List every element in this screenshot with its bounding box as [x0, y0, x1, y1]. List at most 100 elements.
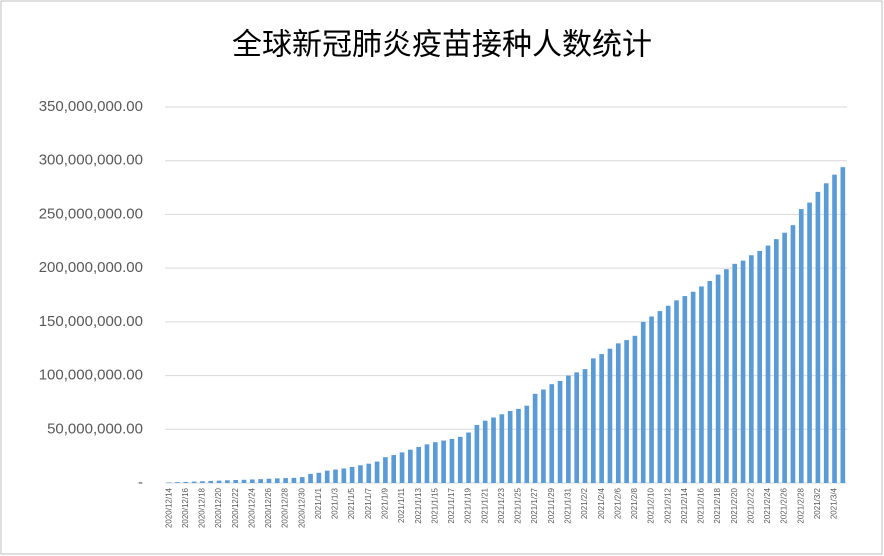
bar — [724, 269, 729, 483]
bar — [358, 465, 363, 483]
bar — [499, 414, 505, 483]
bar — [823, 183, 829, 483]
x-tick-label: 2021/2/28 — [796, 487, 805, 523]
bar — [266, 478, 272, 483]
bar — [432, 442, 438, 483]
bar — [466, 432, 471, 483]
x-tick-label: 2021/2/18 — [713, 487, 722, 523]
x-tick-label: 2020/12/28 — [281, 487, 290, 528]
bar — [649, 316, 654, 483]
y-tick-label: 150,000,000.00 — [39, 313, 143, 330]
x-tick-label: 2021/2/22 — [746, 487, 755, 523]
x-tick-label: 2021/1/31 — [563, 487, 572, 523]
x-tick-label: 2021/3/2 — [813, 487, 822, 519]
bar — [699, 286, 704, 483]
bar — [416, 447, 421, 483]
x-tick-label: 2021/2/4 — [597, 487, 606, 519]
x-tick-label: 2021/2/14 — [680, 487, 689, 523]
bar — [640, 321, 646, 483]
bar — [807, 202, 812, 483]
bar — [457, 436, 463, 483]
bar — [482, 420, 488, 483]
bar — [491, 417, 496, 483]
bar — [308, 473, 313, 483]
x-tick-label: 2021/1/7 — [364, 487, 373, 519]
x-tick-label: 2021/1/13 — [414, 487, 423, 523]
bar — [757, 250, 762, 483]
x-tick-label: 2021/1/17 — [447, 487, 456, 523]
bar — [424, 444, 430, 483]
bar — [241, 479, 247, 483]
bar — [474, 424, 480, 483]
bar — [541, 389, 546, 483]
bar — [258, 479, 263, 483]
bar — [391, 455, 397, 483]
x-tick-label: 2020/12/22 — [231, 487, 240, 528]
bar — [832, 174, 837, 483]
bar — [632, 335, 638, 483]
bar — [798, 209, 804, 484]
x-tick-label: 2021/1/15 — [430, 487, 439, 523]
x-tick-label: 2020/12/18 — [198, 487, 207, 528]
bar — [607, 348, 613, 483]
bar — [591, 358, 596, 483]
x-tick-label: 2021/1/5 — [347, 487, 356, 519]
bar — [749, 255, 754, 483]
x-tick-label: 2021/2/6 — [613, 487, 622, 519]
bar — [191, 481, 197, 483]
bar — [299, 477, 305, 483]
bar — [790, 225, 796, 483]
bar — [349, 466, 355, 483]
bar — [715, 274, 721, 483]
x-tick-label: 2020/12/24 — [247, 487, 256, 528]
bar — [615, 343, 621, 483]
x-tick-label: 2021/1/23 — [497, 487, 506, 523]
y-tick-label: 300,000,000.00 — [39, 152, 143, 169]
x-tick-label: 2020/12/14 — [164, 487, 173, 528]
bar — [682, 296, 688, 483]
x-tick-label: 2021/2/20 — [730, 487, 739, 523]
y-tick-label: 200,000,000.00 — [39, 259, 143, 276]
x-tick-label: 2021/2/8 — [630, 487, 639, 519]
bar — [341, 468, 347, 483]
bar — [166, 482, 172, 483]
bar — [324, 470, 330, 483]
bar — [765, 245, 771, 483]
bar — [566, 375, 571, 483]
bar — [216, 480, 222, 483]
bar — [274, 478, 280, 483]
bar — [557, 380, 563, 483]
x-tick-label: 2020/12/30 — [297, 487, 306, 528]
bar — [599, 354, 604, 483]
bar — [840, 167, 846, 483]
x-tick-label: 2021/2/24 — [763, 487, 772, 523]
x-tick-label: 2021/1/29 — [547, 487, 556, 523]
bar — [233, 479, 239, 483]
bar — [740, 260, 746, 483]
y-tick-label: 250,000,000.00 — [39, 205, 143, 222]
x-tick-label: 2021/1/25 — [514, 487, 523, 523]
bar — [507, 411, 513, 483]
y-tick-label: 350,000,000.00 — [39, 98, 143, 115]
chart-title: 全球新冠肺炎疫苗接种人数统计 — [232, 28, 652, 63]
bar — [250, 479, 255, 483]
bar — [441, 440, 446, 483]
bar — [333, 469, 338, 483]
bar — [707, 281, 713, 483]
bar — [399, 452, 405, 483]
x-tick-label: 2021/2/12 — [663, 487, 672, 523]
bar — [200, 481, 205, 483]
bar — [366, 463, 372, 483]
bar — [374, 461, 380, 483]
x-tick-label: 2021/1/3 — [331, 487, 340, 519]
bar — [449, 438, 455, 483]
x-tick-label: 2021/1/27 — [530, 487, 539, 523]
bar — [815, 191, 821, 483]
bar — [316, 472, 322, 483]
bar — [225, 480, 230, 483]
y-tick-label: 50,000,000.00 — [47, 420, 143, 437]
bar — [574, 372, 580, 483]
bar — [657, 311, 663, 483]
bar — [183, 481, 189, 483]
